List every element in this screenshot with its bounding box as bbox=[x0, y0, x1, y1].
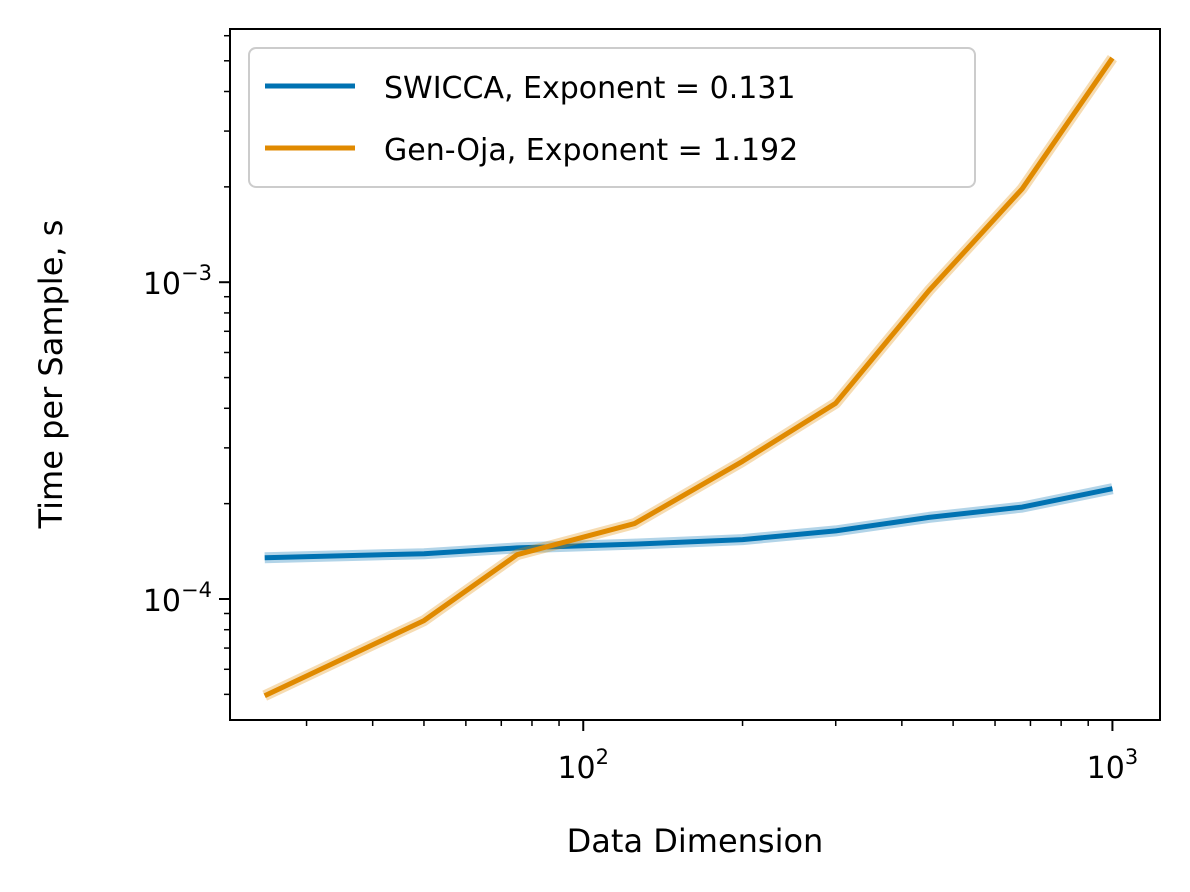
major-ticks: 10−4 10−3 102 103 bbox=[143, 261, 1138, 786]
series-layer bbox=[262, 54, 1117, 701]
y-axis-label: Time per Sample, s bbox=[32, 220, 70, 530]
y-tick-label: 10−4 bbox=[143, 578, 212, 619]
legend-label-swicca: SWICCA, Exponent = 0.131 bbox=[384, 71, 796, 106]
x-axis-label: Data Dimension bbox=[567, 822, 824, 860]
x-tick-label: 102 bbox=[557, 745, 609, 786]
y-tick-label: 10−3 bbox=[143, 261, 212, 302]
legend-frame bbox=[248, 47, 976, 188]
series-line-gen-oja bbox=[263, 56, 1115, 698]
x-tick-label: 103 bbox=[1087, 745, 1139, 786]
legend: SWICCA, Exponent = 0.131 Gen-Oja, Expone… bbox=[248, 47, 976, 188]
series-line-swicca bbox=[264, 486, 1113, 561]
plot-frame bbox=[229, 28, 1161, 721]
legend-label-gen-oja: Gen-Oja, Exponent = 1.192 bbox=[384, 133, 798, 168]
